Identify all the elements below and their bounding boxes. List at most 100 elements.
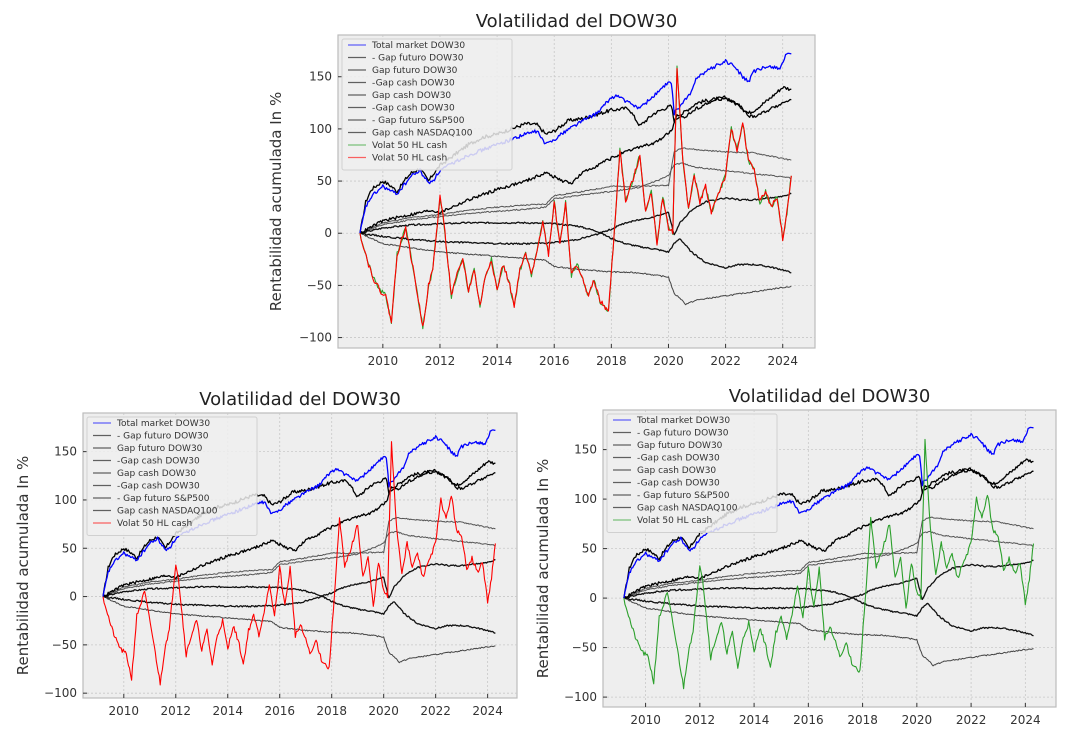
series-neg-gap-futuro-dow30 xyxy=(102,460,496,597)
legend-label: Total market DOW30 xyxy=(116,419,210,429)
y-tick-label: 50 xyxy=(582,542,597,556)
series-gap-futuro-dow30 xyxy=(623,468,1034,599)
chart-title: Volatilidad del DOW30 xyxy=(729,386,931,407)
y-axis-label: Rentabilidad acumulada In % xyxy=(534,459,552,678)
x-tick-label: 2014 xyxy=(482,354,513,368)
legend-label: -Gap cash DOW30 xyxy=(637,454,720,464)
x-tick-label: 2018 xyxy=(596,354,627,368)
series-gap-cash-dow30-b xyxy=(102,530,496,598)
x-tick-label: 2010 xyxy=(368,354,399,368)
legend-label: - Gap futuro DOW30 xyxy=(117,432,209,442)
y-axis-label: Rentabilidad acumulada In % xyxy=(14,456,32,675)
x-tick-label: 2014 xyxy=(739,713,770,727)
series-volat-50-hl-cash xyxy=(359,67,792,327)
series-gap-cash-dow30-a xyxy=(102,517,496,598)
x-tick-label: 2024 xyxy=(1010,713,1041,727)
series-total-market-dow30 xyxy=(102,429,496,597)
legend: Total market DOW30 - Gap futuro DOW30 Gap … xyxy=(341,38,513,171)
y-tick-label: 100 xyxy=(574,492,597,506)
x-tick-label: 2018 xyxy=(316,704,347,718)
x-tick-label: 2020 xyxy=(653,354,684,368)
series-gap-cash-nasdaq100 xyxy=(102,585,496,634)
series-gap-futuro-dow30 xyxy=(359,97,792,234)
series-group xyxy=(102,429,496,686)
legend-label: Gap cash DOW30 xyxy=(117,469,196,479)
series-neg-gap-cash-dow30 xyxy=(359,192,792,246)
y-tick-label: 100 xyxy=(54,493,77,507)
legend-box xyxy=(341,38,513,171)
legend-label: Total market DOW30 xyxy=(636,416,730,426)
legend-box xyxy=(86,416,258,536)
x-tick-label: 2022 xyxy=(420,704,451,718)
series-total-market-dow30 xyxy=(359,52,792,234)
x-tick-label: 2010 xyxy=(630,713,661,727)
y-tick-label: −50 xyxy=(572,641,597,655)
series-gap-cash-nasdaq100 xyxy=(359,221,792,274)
x-tick-label: 2024 xyxy=(767,354,798,368)
legend-label: Volat 50 HL cash xyxy=(372,154,447,164)
legend-label: Gap futuro DOW30 xyxy=(637,441,723,451)
legend-label: -Gap cash DOW30 xyxy=(372,104,455,114)
x-tick-label: 2012 xyxy=(425,354,456,368)
y-tick-label: 0 xyxy=(589,591,597,605)
series-total-market-dow30 xyxy=(623,426,1034,599)
legend-label: - Gap futuro DOW30 xyxy=(637,429,729,439)
y-tick-label: 50 xyxy=(62,541,77,555)
legend-label: Gap futuro DOW30 xyxy=(117,444,203,454)
series-group xyxy=(623,426,1035,690)
series-volat-50-hl-cash xyxy=(102,441,496,686)
series-gap-cash-dow30-a xyxy=(623,516,1034,599)
chart-bottom-left: 2010 2012 2014 2016 2018 2020 2022 2024 −100 −50 0… xyxy=(14,389,518,718)
legend: Total market DOW30 - Gap futuro DOW30 Gap … xyxy=(86,416,258,536)
legend-label: Volat 50 HL cash xyxy=(637,516,712,526)
legend-label: - Gap futuro S&P500 xyxy=(372,116,465,126)
y-tick-label: 150 xyxy=(309,70,332,84)
series-gap-cash-dow30-b xyxy=(623,530,1034,599)
x-tick-label: 2012 xyxy=(685,713,716,727)
legend-label: - Gap futuro DOW30 xyxy=(372,54,464,64)
x-tick-label: 2022 xyxy=(710,354,741,368)
series-neg-gap-futuro-dow30 xyxy=(623,458,1034,599)
series-volat-50-hl-cash xyxy=(623,438,1035,690)
y-tick-label: −100 xyxy=(44,686,77,700)
y-tick-label: 0 xyxy=(324,226,332,240)
series-neg-gap-cash-dow30 xyxy=(102,558,496,608)
legend-label: Volat 50 HL cash xyxy=(117,519,192,529)
legend-box xyxy=(606,413,778,533)
chart-title: Volatilidad del DOW30 xyxy=(199,389,401,410)
y-tick-label: 150 xyxy=(54,445,77,459)
y-tick-label: 100 xyxy=(309,122,332,136)
y-axis-label: Rentabilidad acumulada In % xyxy=(267,92,285,311)
legend-label: Gap cash NASDAQ100 xyxy=(372,129,473,139)
legend-label: -Gap cash DOW30 xyxy=(637,479,720,489)
legend-label: Volat 50 HL cash xyxy=(372,141,447,151)
legend-label: -Gap cash DOW30 xyxy=(117,482,200,492)
legend-label: -Gap cash DOW30 xyxy=(372,79,455,89)
legend-label: Gap cash NASDAQ100 xyxy=(117,507,218,517)
x-tick-label: 2012 xyxy=(161,704,192,718)
y-tick-label: −100 xyxy=(299,331,332,345)
series-group xyxy=(359,52,792,330)
chart-bottom-right: 2010 2012 2014 2016 2018 2020 2022 2024 −100 −50 0… xyxy=(534,386,1057,727)
legend-label: Gap futuro DOW30 xyxy=(372,66,458,76)
y-tick-label: −50 xyxy=(52,638,77,652)
y-tick-label: 50 xyxy=(317,174,332,188)
legend-label: Gap cash NASDAQ100 xyxy=(637,504,738,514)
series-gap-cash-dow30-b xyxy=(359,162,792,234)
x-tick-label: 2024 xyxy=(472,704,503,718)
series-gap-cash-nasdaq100 xyxy=(623,586,1034,637)
x-tick-label: 2022 xyxy=(956,713,987,727)
x-tick-label: 2014 xyxy=(212,704,243,718)
y-tick-label: 150 xyxy=(574,443,597,457)
legend: Total market DOW30 - Gap futuro DOW30 Gap … xyxy=(606,413,778,533)
x-tick-label: 2016 xyxy=(793,713,824,727)
x-tick-label: 2010 xyxy=(109,704,140,718)
legend-label: Total market DOW30 xyxy=(371,41,465,51)
series-gap-cash-dow30-a xyxy=(359,147,792,234)
legend-label: - Gap futuro S&P500 xyxy=(117,494,210,504)
series-gap-futuro-dow30 xyxy=(102,470,496,598)
x-tick-label: 2020 xyxy=(368,704,399,718)
series-neg-gap-futuro-dow30 xyxy=(359,85,792,234)
x-tick-label: 2020 xyxy=(902,713,933,727)
